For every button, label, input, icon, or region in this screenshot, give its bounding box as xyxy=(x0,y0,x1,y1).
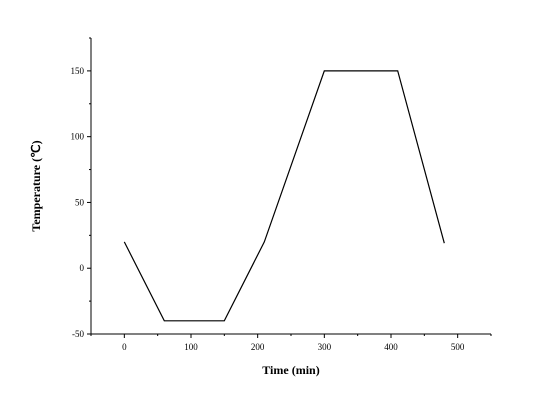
y-tick-label: 0 xyxy=(80,263,85,273)
x-tick-label: 100 xyxy=(184,342,198,352)
x-axis-title: Time (min) xyxy=(262,363,319,377)
y-tick-label: -50 xyxy=(72,329,84,339)
plot-area xyxy=(123,70,445,322)
x-tick-label: 500 xyxy=(451,342,465,352)
x-tick-label: 400 xyxy=(384,342,398,352)
x-tick-label: 300 xyxy=(318,342,332,352)
y-axis: -50 0 50 100 150 xyxy=(71,37,92,339)
y-tick-label: 150 xyxy=(71,66,85,76)
y-tick-label: 100 xyxy=(71,132,85,142)
y-axis-title: Temperature (℃) xyxy=(29,140,43,231)
x-tick-label: 200 xyxy=(251,342,265,352)
x-tick-label: 0 xyxy=(122,342,127,352)
x-axis: 0 100 200 300 400 500 xyxy=(90,333,492,352)
y-tick-label: 50 xyxy=(75,197,85,207)
series-line xyxy=(123,70,445,322)
